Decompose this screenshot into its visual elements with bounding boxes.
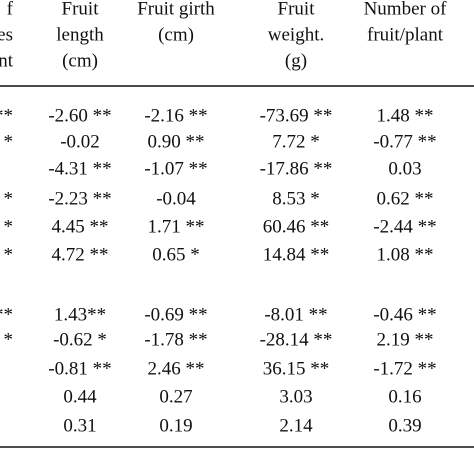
table-cell: 4.72 ** — [52, 244, 109, 265]
table-cell: -0.69 ** — [144, 304, 207, 325]
header-cell: Fruit — [278, 0, 316, 19]
header-cell: (g) — [285, 50, 307, 71]
table-cell: 7.72 * — [272, 131, 320, 152]
table-cell: -1.78 ** — [144, 329, 207, 350]
table-cell: 36.15 ** — [263, 358, 330, 379]
table-cell: 1.48 ** — [377, 105, 434, 126]
table-cell: 0.62 ** — [377, 188, 434, 209]
table-cell: -1.72 ** — [373, 358, 436, 379]
table-cell: 4.45 ** — [52, 216, 109, 237]
header-cell: f — [7, 0, 14, 19]
table-cell: 0.16 — [388, 386, 421, 407]
header-cell: (cm) — [158, 24, 194, 45]
table-cell: * — [4, 188, 14, 209]
header-cell: Fruit — [62, 0, 100, 19]
table-cell: 0.65 * — [152, 244, 200, 265]
table-cell: 14.84 ** — [263, 244, 330, 265]
table-cell: * — [4, 131, 14, 152]
table-cell: 3.03 — [279, 386, 312, 407]
header-cell: length — [56, 24, 104, 45]
table-cell: -2.44 ** — [373, 216, 436, 237]
table-cell: 1.43** — [54, 304, 106, 325]
table-cell: 2.46 ** — [148, 358, 205, 379]
table-cell: 1.71 ** — [148, 216, 205, 237]
table-cell: 0.27 — [159, 386, 192, 407]
table-cell: -0.77 ** — [373, 131, 436, 152]
table-cell: -0.62 * — [53, 329, 107, 350]
table-cell: -17.86 ** — [260, 158, 333, 179]
header-cell: es — [0, 24, 13, 45]
header-cell: Number of — [364, 0, 448, 19]
table-cell: -0.02 — [60, 131, 100, 152]
table-cell: -4.31 ** — [48, 158, 111, 179]
table-cell: 0.90 ** — [148, 131, 205, 152]
header-cell: fruit/plant — [367, 24, 444, 45]
table-cell: -0.81 ** — [48, 358, 111, 379]
table-cell: * — [4, 216, 14, 237]
table-cell: -1.07 ** — [144, 158, 207, 179]
header-cell: weight. — [268, 24, 324, 45]
table-cell: -2.16 ** — [144, 105, 207, 126]
table-cell: ** — [0, 304, 13, 325]
table-cell: ** — [0, 105, 13, 126]
table-cell: 1.08 ** — [377, 244, 434, 265]
table-cell: 0.19 — [159, 415, 192, 436]
table-cell: -0.46 ** — [373, 304, 436, 325]
header-cell: Fruit girth — [137, 0, 215, 19]
header-cell: nt — [0, 50, 14, 71]
table-cell: -0.04 — [156, 188, 196, 209]
table-cell: 0.44 — [63, 386, 97, 407]
table-cell: 0.31 — [63, 415, 96, 436]
table-cell: 8.53 * — [272, 188, 320, 209]
table-cell: -73.69 ** — [260, 105, 333, 126]
table-cell: -2.60 ** — [48, 105, 111, 126]
table-cell: 2.14 — [279, 415, 313, 436]
table-cell: -2.23 ** — [48, 188, 111, 209]
table-cell: 0.39 — [388, 415, 421, 436]
table-cell: 0.03 — [388, 158, 421, 179]
table-cell: * — [4, 329, 14, 350]
table-cell: * — [4, 244, 14, 265]
table-cell: 2.19 ** — [377, 329, 434, 350]
table-cell: -8.01 ** — [264, 304, 327, 325]
table-cell: 60.46 ** — [263, 216, 330, 237]
header-cell: (cm) — [62, 50, 98, 71]
table-cell: -28.14 ** — [260, 329, 333, 350]
